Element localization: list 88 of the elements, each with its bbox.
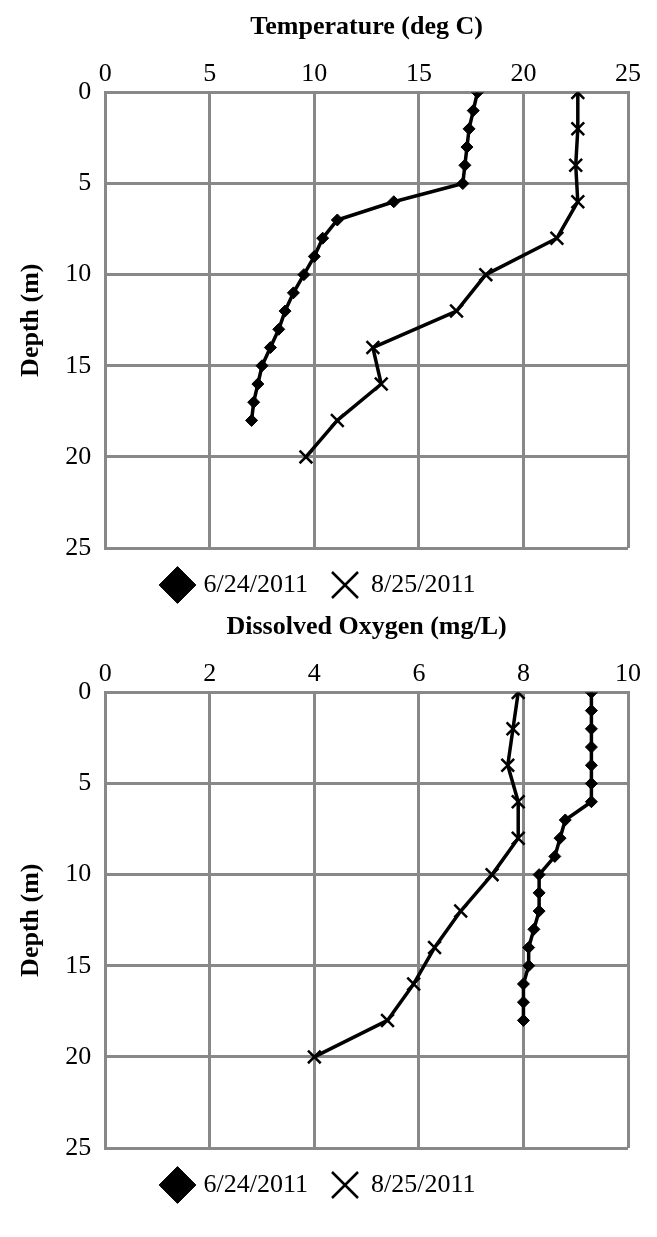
point	[263, 341, 277, 355]
x-tick-label: 5	[203, 57, 217, 87]
point	[387, 195, 401, 209]
point	[505, 721, 521, 737]
point	[584, 777, 598, 791]
point	[522, 941, 536, 955]
y-axis-title: Depth (m)	[15, 863, 45, 977]
legend-label: 8/25/2011	[371, 568, 476, 598]
x-tick-label: 25	[615, 57, 641, 87]
point	[584, 740, 598, 754]
point	[278, 304, 292, 318]
point	[316, 231, 330, 245]
point	[426, 939, 443, 956]
chart-title: Dissolved Oxygen (mg/L)	[226, 611, 507, 641]
point	[251, 377, 265, 391]
point	[458, 158, 472, 172]
point	[570, 194, 586, 210]
point	[584, 795, 598, 809]
point	[532, 904, 546, 918]
point	[553, 831, 567, 845]
point	[516, 995, 530, 1009]
x-tick-label: 8	[516, 657, 530, 687]
y-tick-label: 15	[65, 949, 92, 979]
point	[478, 267, 494, 283]
point	[584, 704, 598, 718]
x-tick-label: 4	[307, 657, 321, 687]
point	[466, 104, 480, 118]
y-tick-label: 10	[65, 858, 92, 888]
point	[510, 830, 526, 846]
point	[460, 140, 474, 154]
y-tick-label: 25	[65, 531, 92, 561]
point	[549, 230, 565, 246]
legend-label: 8/25/2011	[371, 1168, 476, 1198]
point	[298, 449, 314, 465]
point	[307, 249, 321, 263]
point	[406, 976, 422, 992]
x-tick-label: 2	[203, 657, 217, 687]
point	[462, 122, 476, 136]
y-tick-label: 25	[65, 1131, 92, 1161]
y-tick-label: 20	[65, 440, 92, 470]
point	[532, 868, 546, 882]
point	[297, 268, 311, 282]
point	[570, 121, 586, 137]
point	[286, 286, 300, 300]
y-tick-label: 0	[78, 676, 92, 706]
point	[516, 977, 530, 991]
point	[484, 867, 500, 883]
point	[379, 1012, 396, 1029]
x-tick-label: 10	[615, 657, 641, 687]
point	[456, 177, 470, 191]
point	[516, 1013, 530, 1027]
y-tick-label: 0	[78, 76, 92, 106]
x-tick-label: 0	[98, 57, 112, 87]
legend-label: 6/24/2011	[203, 1168, 308, 1198]
x-tick-label: 0	[98, 657, 112, 687]
point	[245, 413, 259, 427]
point	[584, 722, 598, 736]
point	[584, 758, 598, 772]
point	[365, 339, 381, 356]
point	[568, 157, 584, 173]
point	[453, 903, 469, 919]
x-tick-label: 20	[510, 57, 537, 87]
x-tick-label: 6	[412, 657, 426, 687]
point	[522, 959, 536, 973]
point	[527, 922, 541, 936]
legend-label: 6/24/2011	[203, 568, 308, 598]
point	[247, 395, 261, 409]
point	[448, 303, 465, 319]
chart-title: Temperature (deg C)	[250, 11, 483, 41]
point	[532, 886, 546, 900]
point	[306, 1049, 322, 1065]
point	[500, 757, 516, 773]
y-tick-label: 20	[65, 1040, 92, 1070]
point	[558, 813, 572, 827]
point	[330, 213, 344, 227]
point	[329, 412, 345, 429]
point	[510, 794, 526, 810]
y-tick-label: 10	[65, 258, 92, 288]
point	[255, 359, 269, 373]
point	[272, 322, 286, 336]
point	[548, 849, 562, 863]
y-tick-label: 5	[78, 767, 92, 797]
point	[373, 376, 389, 392]
y-tick-label: 15	[65, 349, 92, 379]
y-tick-label: 5	[78, 167, 92, 197]
y-axis-title: Depth (m)	[15, 263, 45, 377]
x-tick-label: 10	[301, 57, 328, 87]
x-tick-label: 15	[405, 57, 432, 87]
